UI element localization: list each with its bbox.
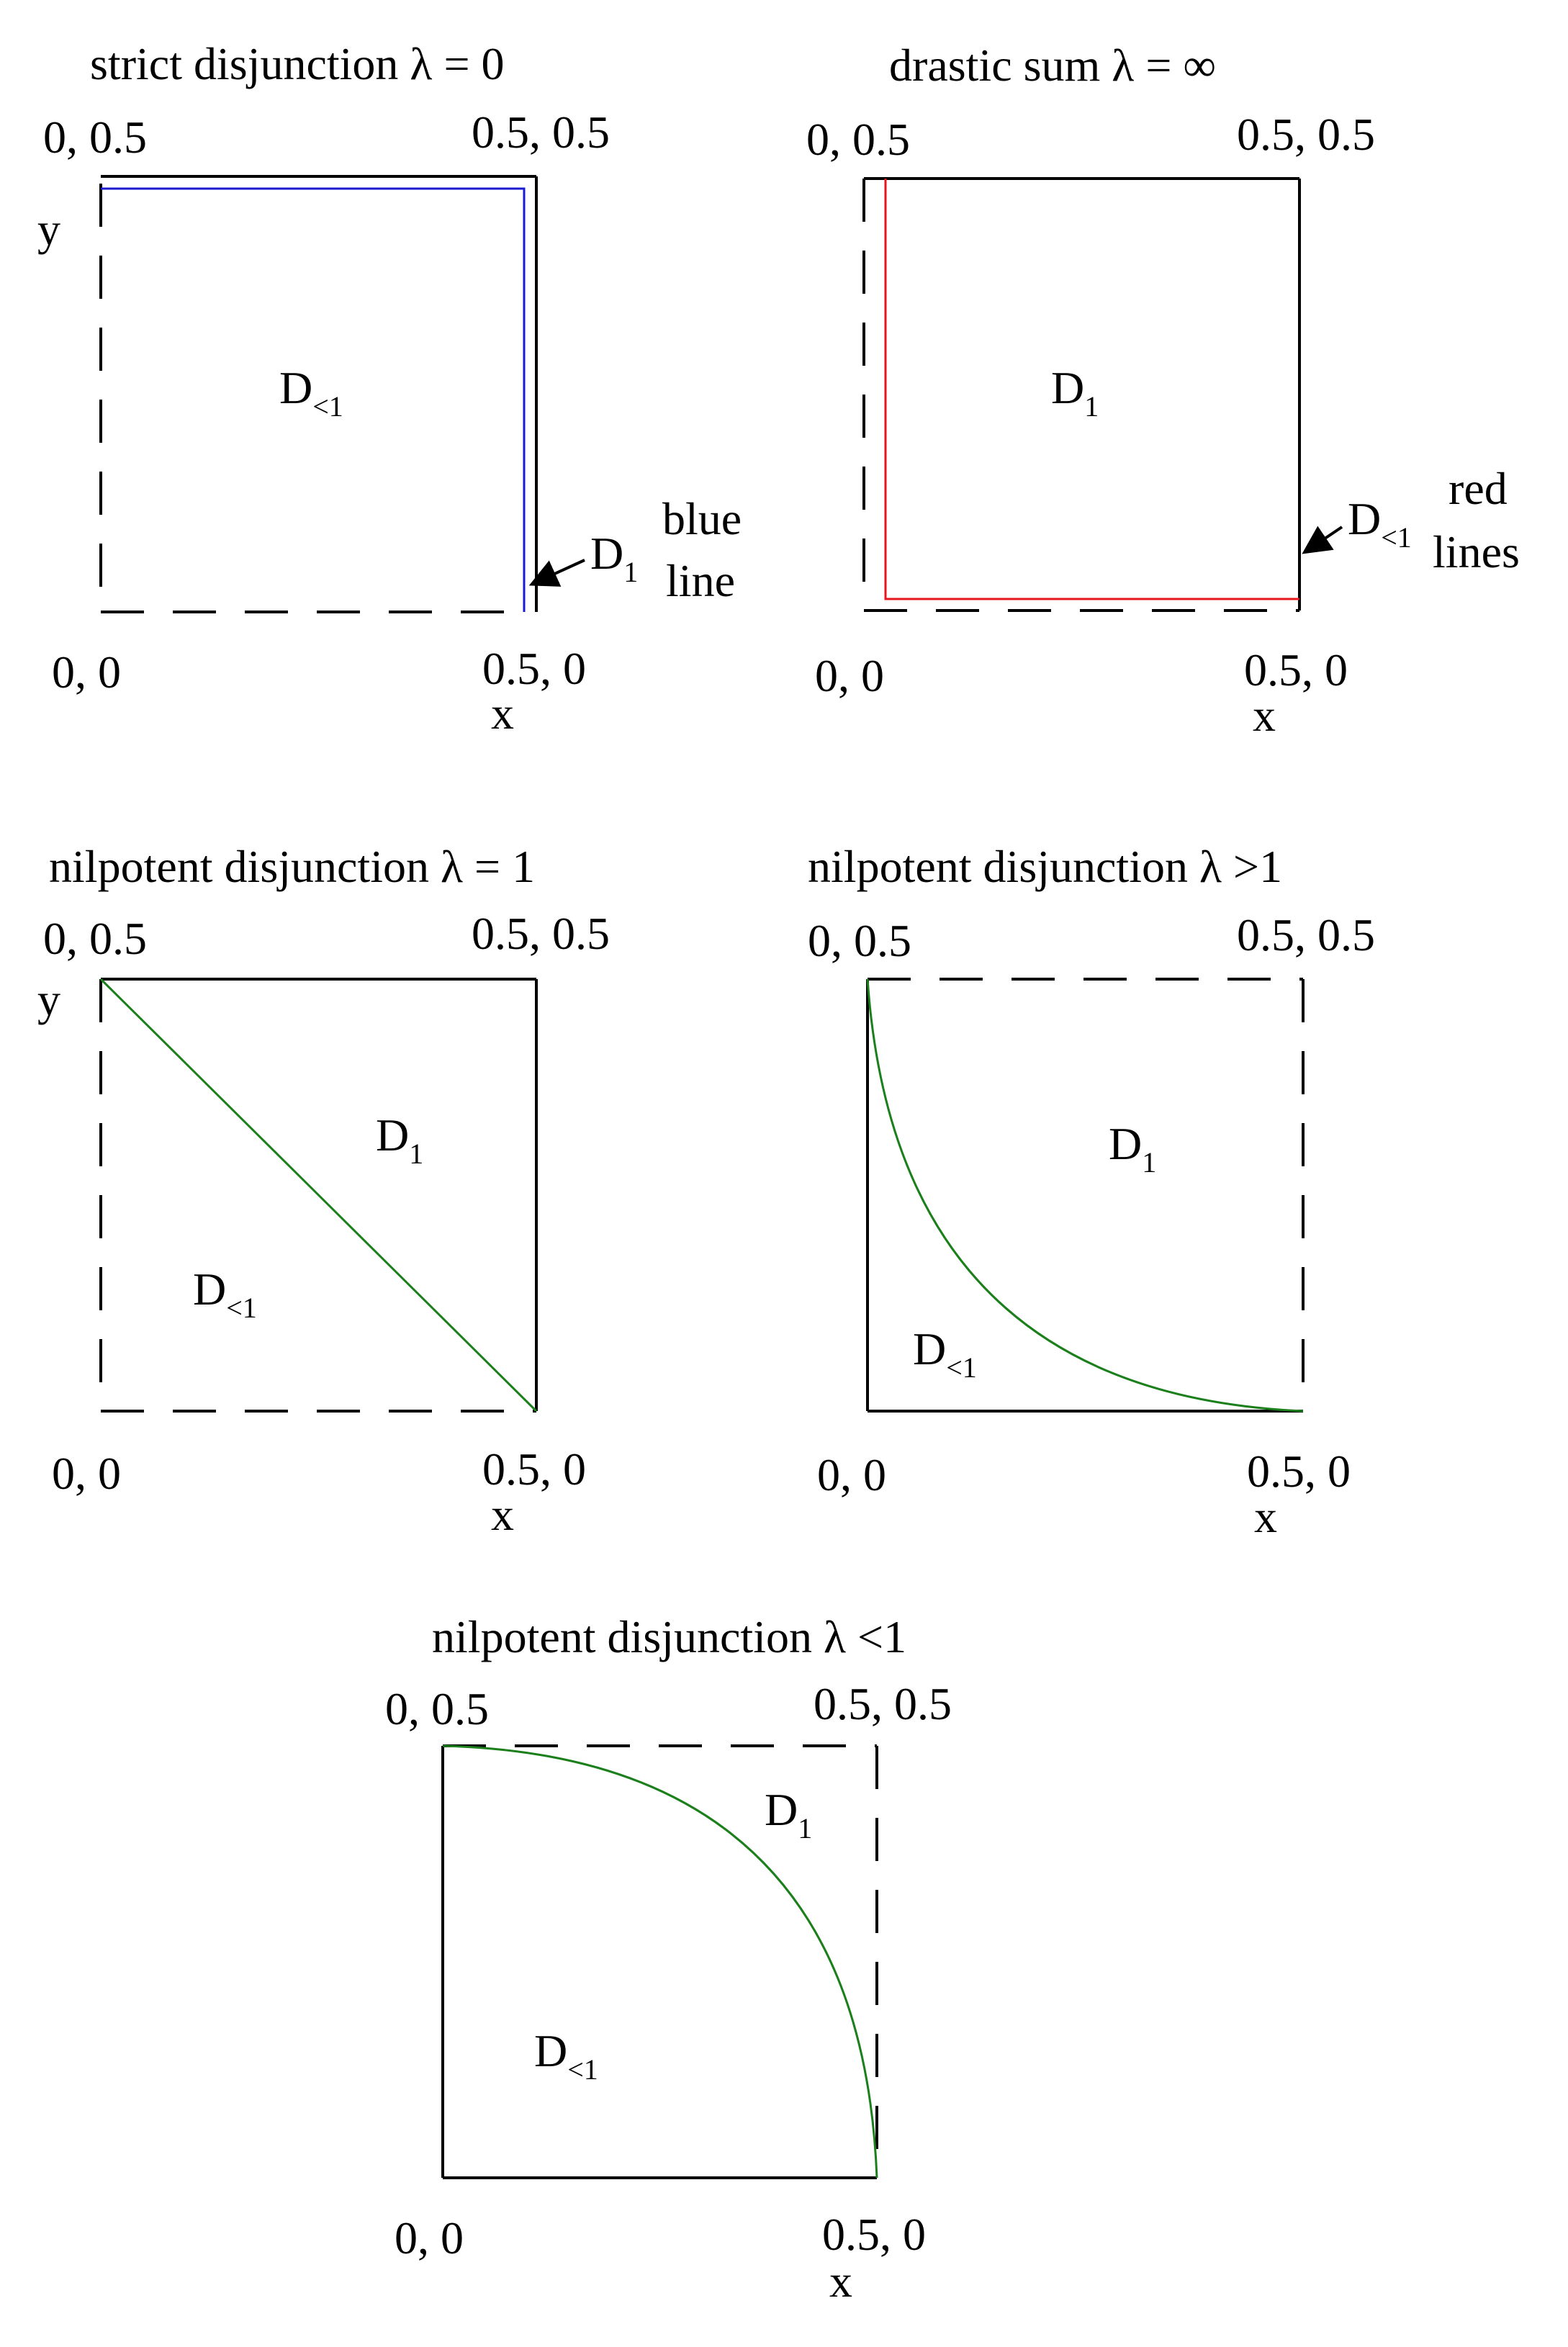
panel-title: nilpotent disjunction λ = 1 — [49, 841, 535, 892]
corner-label-top-right: 0.5, 0.5 — [472, 908, 610, 959]
corner-label-bottom-left: 0, 0 — [817, 1449, 886, 1500]
corner-label-bottom-right: 0.5, 0 — [482, 1443, 586, 1495]
corner-label-bottom-left: 0, 0 — [52, 1448, 121, 1499]
region-label: D1 — [1051, 362, 1099, 423]
corner-label-top-right: 0.5, 0.5 — [472, 107, 610, 158]
corner-label-bottom-right: 0.5, 0 — [1244, 644, 1348, 695]
panel-nilpotent-lambda-1: nilpotent disjunction λ = 1 0, 0.5 0.5, … — [37, 841, 610, 1540]
corner-label-bottom-right: 0.5, 0 — [822, 2209, 926, 2260]
y-axis-label: y — [37, 974, 60, 1025]
corner-label-top-left: 0, 0.5 — [43, 112, 147, 163]
x-axis-label: x — [829, 2256, 852, 2307]
corner-label-bottom-left: 0, 0 — [815, 650, 884, 701]
x-axis-label: x — [1253, 690, 1276, 741]
note-line-2: line — [666, 555, 735, 606]
blue-boundary-line — [101, 187, 526, 612]
panel-nilpotent-lambda-lt-1: nilpotent disjunction λ <1 0, 0.5 0.5, 0… — [385, 1611, 952, 2307]
note-line-2: lines — [1433, 526, 1520, 577]
region-label: D1 — [1109, 1118, 1156, 1179]
region-label: D1 — [376, 1109, 423, 1170]
corner-label-top-left: 0, 0.5 — [43, 913, 147, 964]
corner-label-top-right: 0.5, 0.5 — [814, 1678, 952, 1729]
corner-label-bottom-right: 0.5, 0 — [1247, 1446, 1351, 1497]
region-label: D<1 — [279, 362, 343, 423]
corner-label-top-right: 0.5, 0.5 — [1237, 909, 1375, 960]
panel-strict-disjunction: strict disjunction λ = 0 0, 0.5 0.5, 0.5… — [37, 38, 742, 739]
region-label: D<1 — [534, 2025, 598, 2086]
panel-title: drastic sum λ = ∞ — [889, 40, 1216, 91]
y-axis-label: y — [37, 204, 60, 255]
pointer-arrow — [528, 559, 585, 587]
x-axis-label: x — [491, 688, 514, 739]
red-boundary-lines — [884, 179, 1299, 600]
corner-label-bottom-left: 0, 0 — [52, 647, 121, 698]
corner-label-bottom-left: 0, 0 — [395, 2212, 464, 2263]
region-label: D<1 — [193, 1263, 257, 1324]
panel-nilpotent-lambda-gt-1: nilpotent disjunction λ >1 0, 0.5 0.5, 0… — [808, 841, 1375, 1542]
region-label: D1 — [765, 1784, 812, 1844]
region-label: D<1 — [913, 1323, 977, 1384]
note-line-1: red — [1448, 463, 1508, 514]
panel-title: strict disjunction λ = 0 — [90, 38, 505, 89]
green-boundary-curve — [442, 1744, 878, 2179]
corner-label-top-right: 0.5, 0.5 — [1237, 109, 1375, 160]
green-boundary-curve — [866, 978, 1304, 1413]
pointer-arrow — [1302, 526, 1343, 554]
x-axis-label: x — [1254, 1491, 1277, 1542]
panel-drastic-sum: drastic sum λ = ∞ 0, 0.5 0.5, 0.5 D1 D<1… — [806, 40, 1520, 741]
note-line-1: blue — [662, 493, 742, 544]
region-label: D1 — [590, 528, 638, 588]
corner-label-top-left: 0, 0.5 — [808, 915, 911, 966]
panel-title: nilpotent disjunction λ <1 — [432, 1611, 906, 1662]
corner-label-top-left: 0, 0.5 — [806, 114, 910, 165]
corner-label-bottom-right: 0.5, 0 — [482, 643, 586, 694]
region-label: D<1 — [1348, 493, 1412, 554]
panel-title: nilpotent disjunction λ >1 — [808, 841, 1282, 892]
green-boundary-line — [99, 978, 538, 1413]
corner-label-top-left: 0, 0.5 — [385, 1683, 489, 1734]
x-axis-label: x — [491, 1489, 514, 1540]
